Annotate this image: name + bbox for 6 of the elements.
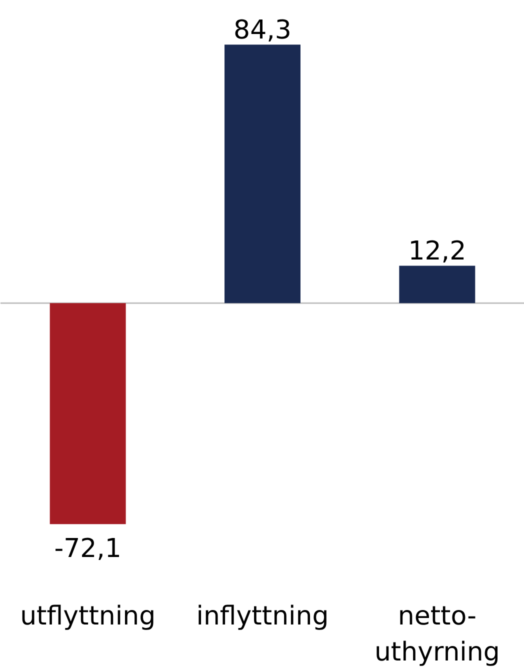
x-tick-label: netto- uthyrning [374, 602, 500, 668]
x-tick-label: utflyttning [20, 602, 156, 632]
x-tick-label: inflyttning [196, 602, 329, 632]
data-label: -72,1 [54, 534, 122, 564]
data-label: 12,2 [408, 236, 466, 267]
data-label: 84,3 [234, 16, 292, 46]
